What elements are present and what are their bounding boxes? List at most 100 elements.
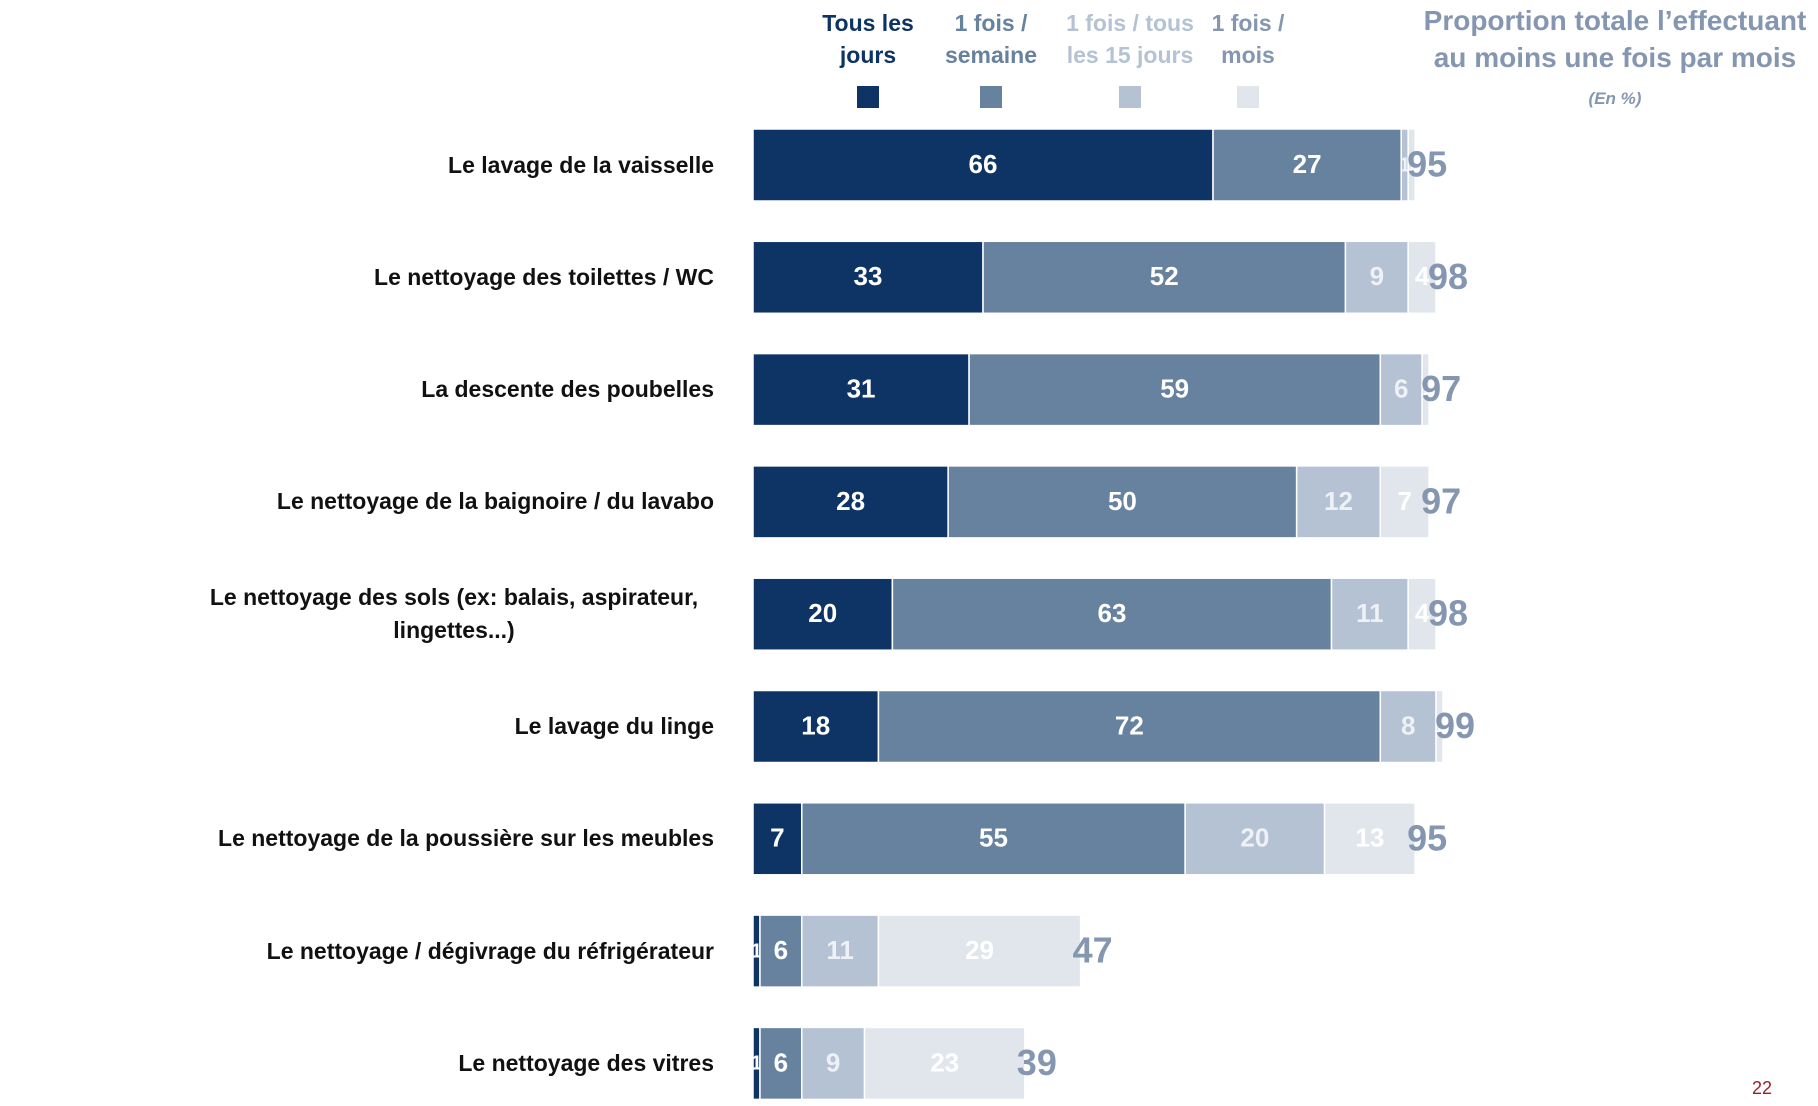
- category-label-box: Le lavage de la vaisselle: [448, 125, 714, 205]
- bar-value-label: 20: [808, 598, 837, 628]
- bar-value-label: 6: [774, 1047, 788, 1077]
- page-number: 22: [1752, 1078, 1773, 1098]
- legend-swatch: [1119, 86, 1141, 108]
- category-label: La descente des poubelles: [421, 376, 714, 403]
- category-label-box: Le nettoyage / dégivrage du réfrigérateu…: [267, 911, 714, 991]
- total-label: 98: [1428, 593, 1468, 634]
- category-label: Le nettoyage des toilettes / WC: [374, 263, 714, 290]
- bar-segment: [1330, 577, 1409, 651]
- category-label-box: Le lavage du linge: [515, 687, 714, 767]
- legend-label: 1 fois / semaine: [944, 10, 1038, 68]
- category-label-box: Le nettoyage de la poussière sur les meu…: [218, 799, 714, 879]
- bar-segment: [1421, 352, 1430, 427]
- bar-segment: [1435, 689, 1444, 764]
- bar-value-label: 20: [1240, 823, 1269, 853]
- legend-label: 1 fois / tous les 15 jours: [1066, 10, 1194, 68]
- bar-segment: [1295, 465, 1382, 539]
- bar-value-label: 29: [965, 935, 994, 965]
- bar-segment: [968, 352, 1382, 427]
- bar-segment: [752, 802, 803, 876]
- category-label-box: Le nettoyage des toilettes / WC: [374, 237, 714, 317]
- total-label: 98: [1428, 256, 1468, 297]
- bar-segment: [801, 802, 1186, 876]
- legend-swatch: [980, 86, 1002, 108]
- category-label: Le nettoyage des vitres: [458, 1049, 714, 1076]
- category-label-box: Le nettoyage des vitres: [458, 1023, 714, 1103]
- bar-value-label: 1: [1406, 154, 1417, 176]
- legend-label: Tous les jours: [822, 10, 914, 68]
- bar-value-label: 52: [1150, 261, 1179, 291]
- bar-segment: [1184, 802, 1326, 876]
- total-label: 47: [1073, 930, 1113, 971]
- bar-value-label: 1: [1399, 154, 1410, 176]
- bar-value-label: 9: [826, 1047, 840, 1077]
- bar-value-label: 28: [836, 486, 865, 516]
- bar-segment: [752, 240, 984, 315]
- category-label: Le nettoyage / dégivrage du réfrigérateu…: [266, 937, 714, 964]
- category-label-box: Le nettoyage de la baignoire / du lavabo: [277, 462, 714, 542]
- category-label: Le nettoyage de la baignoire / du lavabo: [276, 488, 714, 515]
- bar-segment: [759, 914, 803, 988]
- bar-segment: [877, 914, 1082, 988]
- legend-label: 1 fois / mois: [1211, 10, 1285, 68]
- category-label-box: Le nettoyage des sols (ex: balais, aspir…: [194, 574, 714, 654]
- bar-value-label: 63: [1097, 598, 1126, 628]
- bar-segment: [1379, 352, 1423, 427]
- bar-value-label: 12: [1324, 486, 1353, 516]
- bar-segment: [1323, 802, 1416, 876]
- total-label: 97: [1421, 480, 1461, 521]
- bar-segment: [752, 352, 970, 427]
- bar-value-label: 8: [1401, 710, 1415, 740]
- bar-segment: [947, 465, 1298, 539]
- bar-segment: [752, 465, 949, 539]
- bar-value-label: 9: [1370, 261, 1384, 291]
- category-label-box: La descente des poubelles: [421, 350, 714, 430]
- category-label: Le nettoyage des sols (ex: balais, aspir…: [209, 584, 699, 644]
- bar-value-label: 1: [1420, 379, 1431, 401]
- bar-value-label: 11: [826, 935, 854, 965]
- bar-value-label: 1: [751, 1053, 762, 1075]
- bar-value-label: 7: [1397, 486, 1411, 516]
- bar-value-label: 1: [751, 940, 762, 962]
- total-label: 95: [1407, 817, 1447, 858]
- totals-title: Proportion totale l’effectuant au moins …: [1423, 5, 1807, 73]
- total-label: 95: [1407, 144, 1447, 185]
- legend-swatch: [1237, 86, 1259, 108]
- bar-segment: [891, 577, 1333, 651]
- total-label: 99: [1435, 705, 1475, 746]
- bar-value-label: 11: [1356, 598, 1384, 628]
- bar-value-label: 6: [774, 935, 788, 965]
- bar-segment: [1407, 577, 1437, 651]
- bar-value-label: 4: [1415, 598, 1430, 628]
- bar-value-label: 66: [969, 149, 998, 179]
- bar-segment: [759, 1026, 803, 1101]
- bar-value-label: 6: [1394, 373, 1408, 403]
- bar-segment: [863, 1026, 1026, 1101]
- bar-value-label: 50: [1108, 486, 1137, 516]
- legend-swatch: [857, 86, 879, 108]
- bar-segment: [752, 577, 894, 651]
- bar-value-label: 13: [1355, 823, 1384, 853]
- bar-value-label: 1: [1434, 716, 1445, 738]
- bar-segment: [1379, 689, 1437, 764]
- category-label: Le nettoyage de la poussière sur les meu…: [218, 825, 714, 852]
- bar-value-label: 7: [770, 823, 784, 853]
- bar-value-label: 33: [854, 261, 883, 291]
- bar-value-label: 23: [930, 1047, 959, 1077]
- bar-value-label: 72: [1115, 710, 1144, 740]
- category-label: Le lavage de la vaisselle: [448, 151, 714, 178]
- unit-note: (En %): [1588, 89, 1642, 108]
- bar-segment: [801, 1026, 866, 1101]
- bar-segment: [752, 689, 880, 764]
- bar-segment: [1344, 240, 1409, 315]
- bar-segment: [1379, 465, 1430, 539]
- total-label: 39: [1017, 1042, 1057, 1083]
- category-label: Le lavage du linge: [514, 713, 714, 739]
- bar-value-label: 59: [1160, 373, 1189, 403]
- bar-segment: [982, 240, 1347, 315]
- bar-value-label: 18: [801, 710, 830, 740]
- bar-value-label: 4: [1415, 261, 1430, 291]
- bar-segment: [1407, 128, 1416, 202]
